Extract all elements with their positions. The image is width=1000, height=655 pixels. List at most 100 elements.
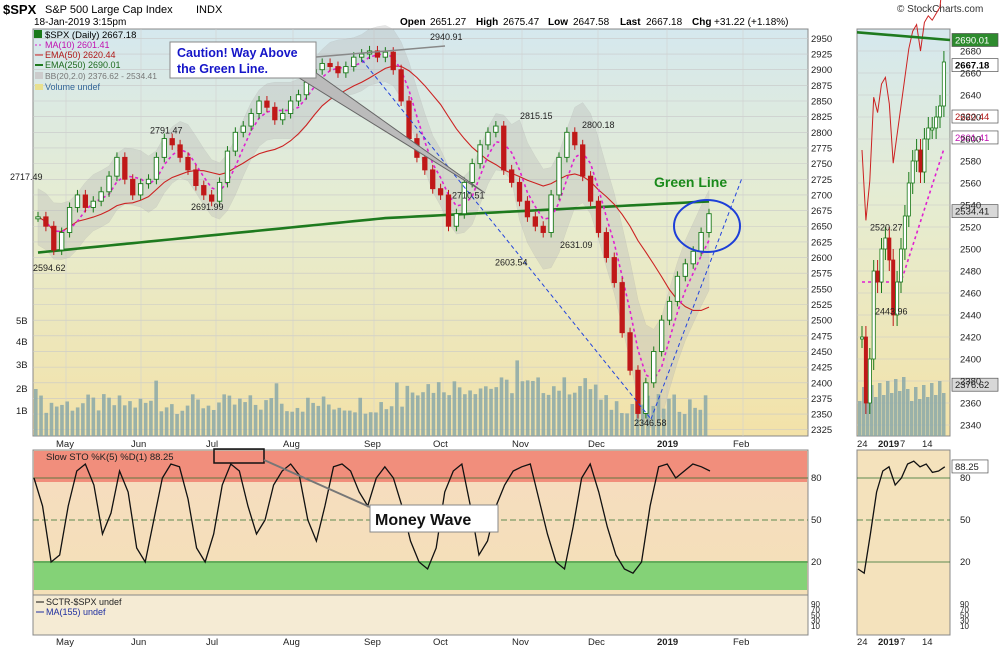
volume-bar [34, 389, 38, 436]
volume-bar [693, 407, 697, 436]
candle-body [216, 181, 223, 202]
candle-body [43, 216, 49, 227]
zoom-stoch-x-tick: 7 [900, 637, 905, 648]
volume-bar [389, 406, 394, 436]
zoom-value-tag-label: 2667.18 [955, 61, 989, 72]
candle-body [130, 178, 136, 196]
zoom-stoch-tick: 20 [960, 557, 971, 568]
price-label: 2940.91 [430, 32, 463, 42]
price-label: 2346.58 [634, 418, 667, 428]
candle-body [106, 175, 112, 193]
candle-body [595, 200, 602, 233]
candle-body [587, 175, 594, 202]
zoom-value-tag-label: 2620.44 [955, 112, 989, 123]
header-symbol: $SPX [3, 2, 37, 17]
volume-bar [384, 409, 389, 436]
zoom-value-tag-label: 2376.62 [955, 380, 989, 391]
volume-bar [107, 397, 111, 436]
candle-body [580, 144, 586, 177]
volume-bar [562, 377, 567, 436]
zoom-candle-body [863, 336, 868, 404]
header-high-label: High [476, 17, 498, 28]
zoom-value-tag-label: 2534.41 [955, 207, 989, 218]
candle-body [335, 66, 341, 74]
stoch-x-tick-label: Oct [433, 637, 448, 648]
candle-body [256, 100, 262, 114]
zoom-y-tick-label: 2680 [960, 47, 981, 58]
volume-bar [536, 377, 540, 436]
header-chg: +31.22 (+1.18%) [714, 17, 789, 28]
header-low: 2647.58 [573, 17, 610, 28]
volume-bar [614, 401, 619, 436]
candle-body [572, 131, 578, 146]
zoom-ema250 [856, 31, 951, 42]
zoom-candle-body [860, 336, 865, 340]
breakout-circle [673, 199, 741, 253]
y-tick-label: 2900 [811, 65, 832, 76]
volume-bar [484, 386, 488, 436]
volume-bar [588, 389, 593, 436]
volume-bar [520, 381, 525, 436]
ema50-path [37, 65, 710, 312]
ema50-line [37, 65, 710, 312]
stoch-x-tick-label: Jul [206, 637, 218, 648]
zoom-volume-bar [874, 397, 878, 436]
candle-body [82, 194, 89, 208]
candle-body [280, 113, 286, 121]
zoom-candle-body [875, 270, 880, 283]
zoom-y-tick-label: 2380 [960, 377, 981, 388]
volume-axis: 1B 2B 3B 4B 5B [16, 316, 28, 417]
ma10-line [37, 52, 710, 381]
zoom-sctr-tick: 10 [960, 622, 969, 631]
zoom-candle-body [922, 138, 927, 173]
price-label: 2594.62 [33, 263, 66, 273]
candle-body [682, 263, 688, 277]
main-y-axis: 2325 2350 2375 2400 2425 2450 2475 2500 2525 2550… [811, 34, 832, 436]
candle-body [508, 169, 515, 183]
zoom-candles: 2520.27 2443.96 2690.01 2667.18 2620.44 2601.… [856, 0, 999, 436]
sctr-tick-label: 70 [811, 606, 820, 615]
volume-bar [379, 402, 383, 436]
volume-bar [489, 388, 493, 436]
stoch-x-tick-label: May [56, 637, 74, 648]
zoom-volume-bar [878, 383, 882, 436]
candle-body [303, 81, 310, 96]
volume-bar [128, 401, 132, 436]
candle-body [169, 138, 175, 146]
volume-bar [358, 397, 363, 436]
x-tick-label: May [56, 439, 74, 450]
y-tick-label: 2375 [811, 394, 832, 405]
zoom-volume-bar [934, 395, 938, 436]
volume-bar [672, 394, 676, 436]
volume-bar [688, 399, 692, 436]
volume-bars [34, 360, 708, 436]
header-low-label: Low [548, 17, 568, 28]
stoch-line [33, 462, 711, 575]
candle-body [501, 125, 507, 171]
volume-bar [306, 397, 310, 436]
volume-bar [243, 402, 247, 436]
candle-body [398, 69, 404, 102]
zoom-volume-bar [898, 391, 902, 436]
caution-line2: the Green Line. [177, 62, 268, 76]
volume-bar [175, 413, 179, 436]
zoom-value-tag [951, 377, 999, 392]
zoom-volume-bar [890, 393, 894, 436]
volume-bar [567, 394, 572, 436]
candle-body [287, 100, 294, 114]
volume-bar [206, 405, 211, 436]
volume-tick-label: 3B [16, 360, 28, 371]
volume-bar [374, 412, 378, 436]
candle-body [59, 232, 65, 251]
zoom-volume-bar [922, 385, 926, 436]
zoom-y-tick-label: 2580 [960, 157, 981, 168]
candle-body [66, 207, 73, 233]
volume-bar [185, 405, 190, 436]
volume-bar [368, 412, 373, 436]
zoom-candle-body [879, 248, 884, 283]
volume-bar [557, 390, 561, 436]
y-tick-label: 2675 [811, 206, 832, 217]
zoom-x-tick-label: 2019 [878, 439, 899, 450]
zoom-candle-body [910, 160, 915, 184]
volume-bar [447, 395, 451, 436]
